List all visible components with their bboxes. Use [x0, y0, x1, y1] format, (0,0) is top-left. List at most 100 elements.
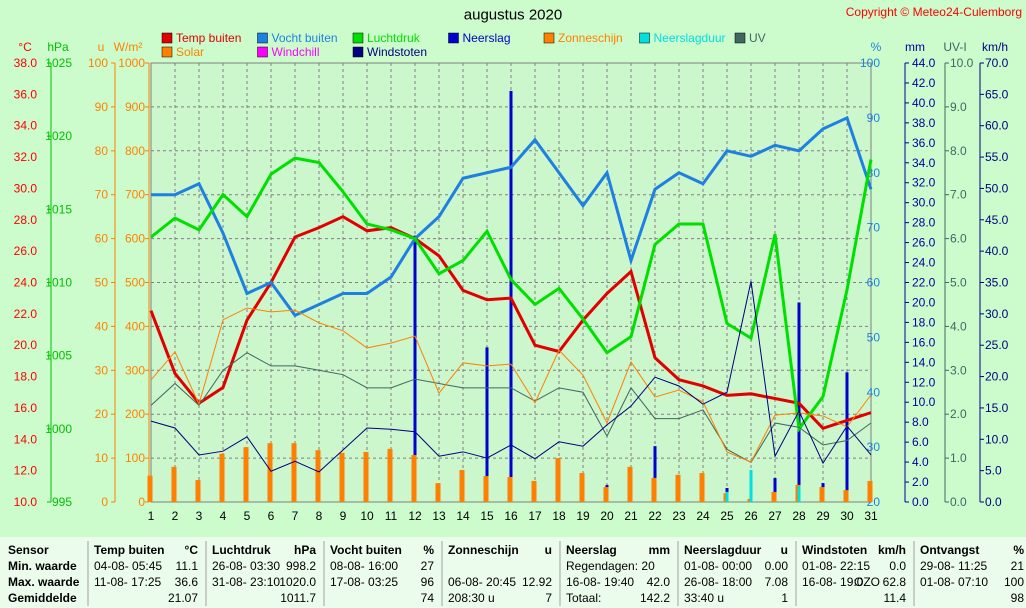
bar	[483, 476, 489, 502]
cell-left: 29-08- 11:25	[920, 559, 987, 573]
y-tick-label: 1.0	[950, 451, 967, 465]
cell-right: 27	[421, 559, 435, 573]
y-tick-label: 1025	[45, 56, 72, 70]
bar	[725, 491, 729, 502]
bar	[195, 480, 201, 502]
bar	[243, 447, 249, 502]
x-tick-label: 25	[720, 509, 734, 523]
column-unit: %	[423, 543, 434, 557]
y-tick-label: 900	[125, 100, 145, 114]
y-tick-label: 55.0	[985, 150, 1009, 164]
bar	[507, 476, 513, 502]
column-unit: u	[781, 543, 788, 557]
column-unit: km/h	[878, 543, 906, 557]
axis-unit: %	[871, 40, 882, 54]
legend-swatch	[639, 32, 650, 44]
x-tick-label: 21	[624, 509, 638, 523]
legend-swatch	[352, 46, 364, 58]
cell-right: 21.07	[168, 591, 198, 605]
y-tick-label: 70	[867, 221, 881, 235]
y-tick-label: 12.0	[14, 464, 38, 478]
x-tick-label: 26	[744, 509, 758, 523]
cell-right: 98	[1011, 591, 1025, 605]
y-tick-label: 500	[125, 276, 145, 290]
y-tick-label: 26.0	[14, 244, 38, 258]
x-tick-label: 4	[220, 509, 227, 523]
x-tick-label: 28	[792, 509, 806, 523]
y-tick-label: 60	[867, 276, 881, 290]
x-tick-label: 31	[864, 509, 878, 523]
x-tick-label: 7	[292, 509, 299, 523]
column-title: Neerslag	[566, 543, 617, 557]
cell-left: 26-08- 18:00	[684, 575, 752, 589]
cell-left: 208:30 u	[448, 591, 495, 605]
x-tick-label: 18	[552, 509, 566, 523]
summary-label: Max. waarde	[8, 575, 80, 589]
x-tick-label: 11	[385, 509, 398, 523]
cell-right: 74	[421, 591, 435, 605]
y-tick-label: 20	[95, 407, 109, 421]
x-tick-label: 29	[816, 509, 830, 523]
y-tick-label: 28.0	[912, 216, 936, 230]
y-tick-label: 300	[125, 363, 145, 377]
legend-swatch	[543, 32, 555, 44]
y-tick-label: 34.0	[14, 119, 38, 133]
column-unit: hPa	[294, 543, 316, 557]
column-unit: °C	[185, 543, 199, 557]
cell-right: 0.0	[889, 559, 906, 573]
y-tick-label: 15.0	[985, 401, 1009, 415]
y-tick-label: 42.0	[912, 76, 936, 90]
y-tick-label: 9.0	[950, 100, 967, 114]
cell-left: 17-08- 03:25	[330, 575, 398, 589]
bar	[867, 480, 873, 502]
y-tick-label: 1010	[45, 276, 72, 290]
y-tick-label: 90	[95, 100, 109, 114]
bar	[579, 473, 585, 502]
y-tick-label: 600	[125, 232, 145, 246]
y-tick-label: 60	[95, 232, 109, 246]
bar	[819, 487, 825, 502]
legend-label: Windstoten	[367, 45, 427, 59]
bar	[219, 453, 225, 502]
bar	[771, 491, 777, 502]
cell-left: 11-08- 17:25	[94, 575, 161, 589]
chart-title: augustus 2020	[464, 7, 562, 24]
axis-unit: W/m²	[114, 40, 143, 54]
y-tick-label: 20.0	[14, 338, 38, 352]
y-tick-label: 70	[95, 188, 109, 202]
column-title: Temp buiten	[94, 543, 164, 557]
legend-label: Neerslag	[463, 31, 511, 45]
y-tick-label: 18.0	[912, 315, 936, 329]
bar	[147, 475, 153, 502]
bar	[411, 455, 417, 502]
y-tick-label: 14.0	[14, 432, 38, 446]
y-tick-label: 24.0	[14, 276, 38, 290]
y-tick-label: 32.0	[14, 150, 38, 164]
legend-swatch	[352, 32, 364, 44]
y-tick-label: 14.0	[912, 355, 936, 369]
y-tick-label: 40.0	[985, 244, 1009, 258]
bar	[749, 469, 753, 502]
summary-label: Sensor	[8, 543, 49, 557]
y-tick-label: 44.0	[912, 56, 936, 70]
x-tick-label: 22	[648, 509, 662, 523]
column-title: Neerslagduur	[684, 543, 762, 557]
cell-left: Regendagen: 20	[566, 559, 655, 573]
y-tick-label: 25.0	[985, 338, 1009, 352]
column-title: Zonneschijn	[448, 543, 519, 557]
y-tick-label: 40	[95, 319, 109, 333]
y-tick-label: 4.0	[950, 319, 967, 333]
y-tick-label: 0	[101, 495, 108, 509]
axis-unit: hPa	[47, 40, 69, 54]
y-tick-label: 100	[125, 451, 145, 465]
x-tick-label: 30	[840, 509, 854, 523]
y-tick-label: 10.0	[14, 495, 38, 509]
bar	[653, 446, 657, 502]
bar	[485, 347, 489, 502]
legend-swatch	[257, 32, 268, 44]
y-tick-label: 30.0	[912, 196, 936, 210]
x-tick-label: 3	[196, 509, 203, 523]
cell-right: 1011.7	[280, 591, 316, 605]
y-tick-label: 0.0	[985, 495, 1002, 509]
